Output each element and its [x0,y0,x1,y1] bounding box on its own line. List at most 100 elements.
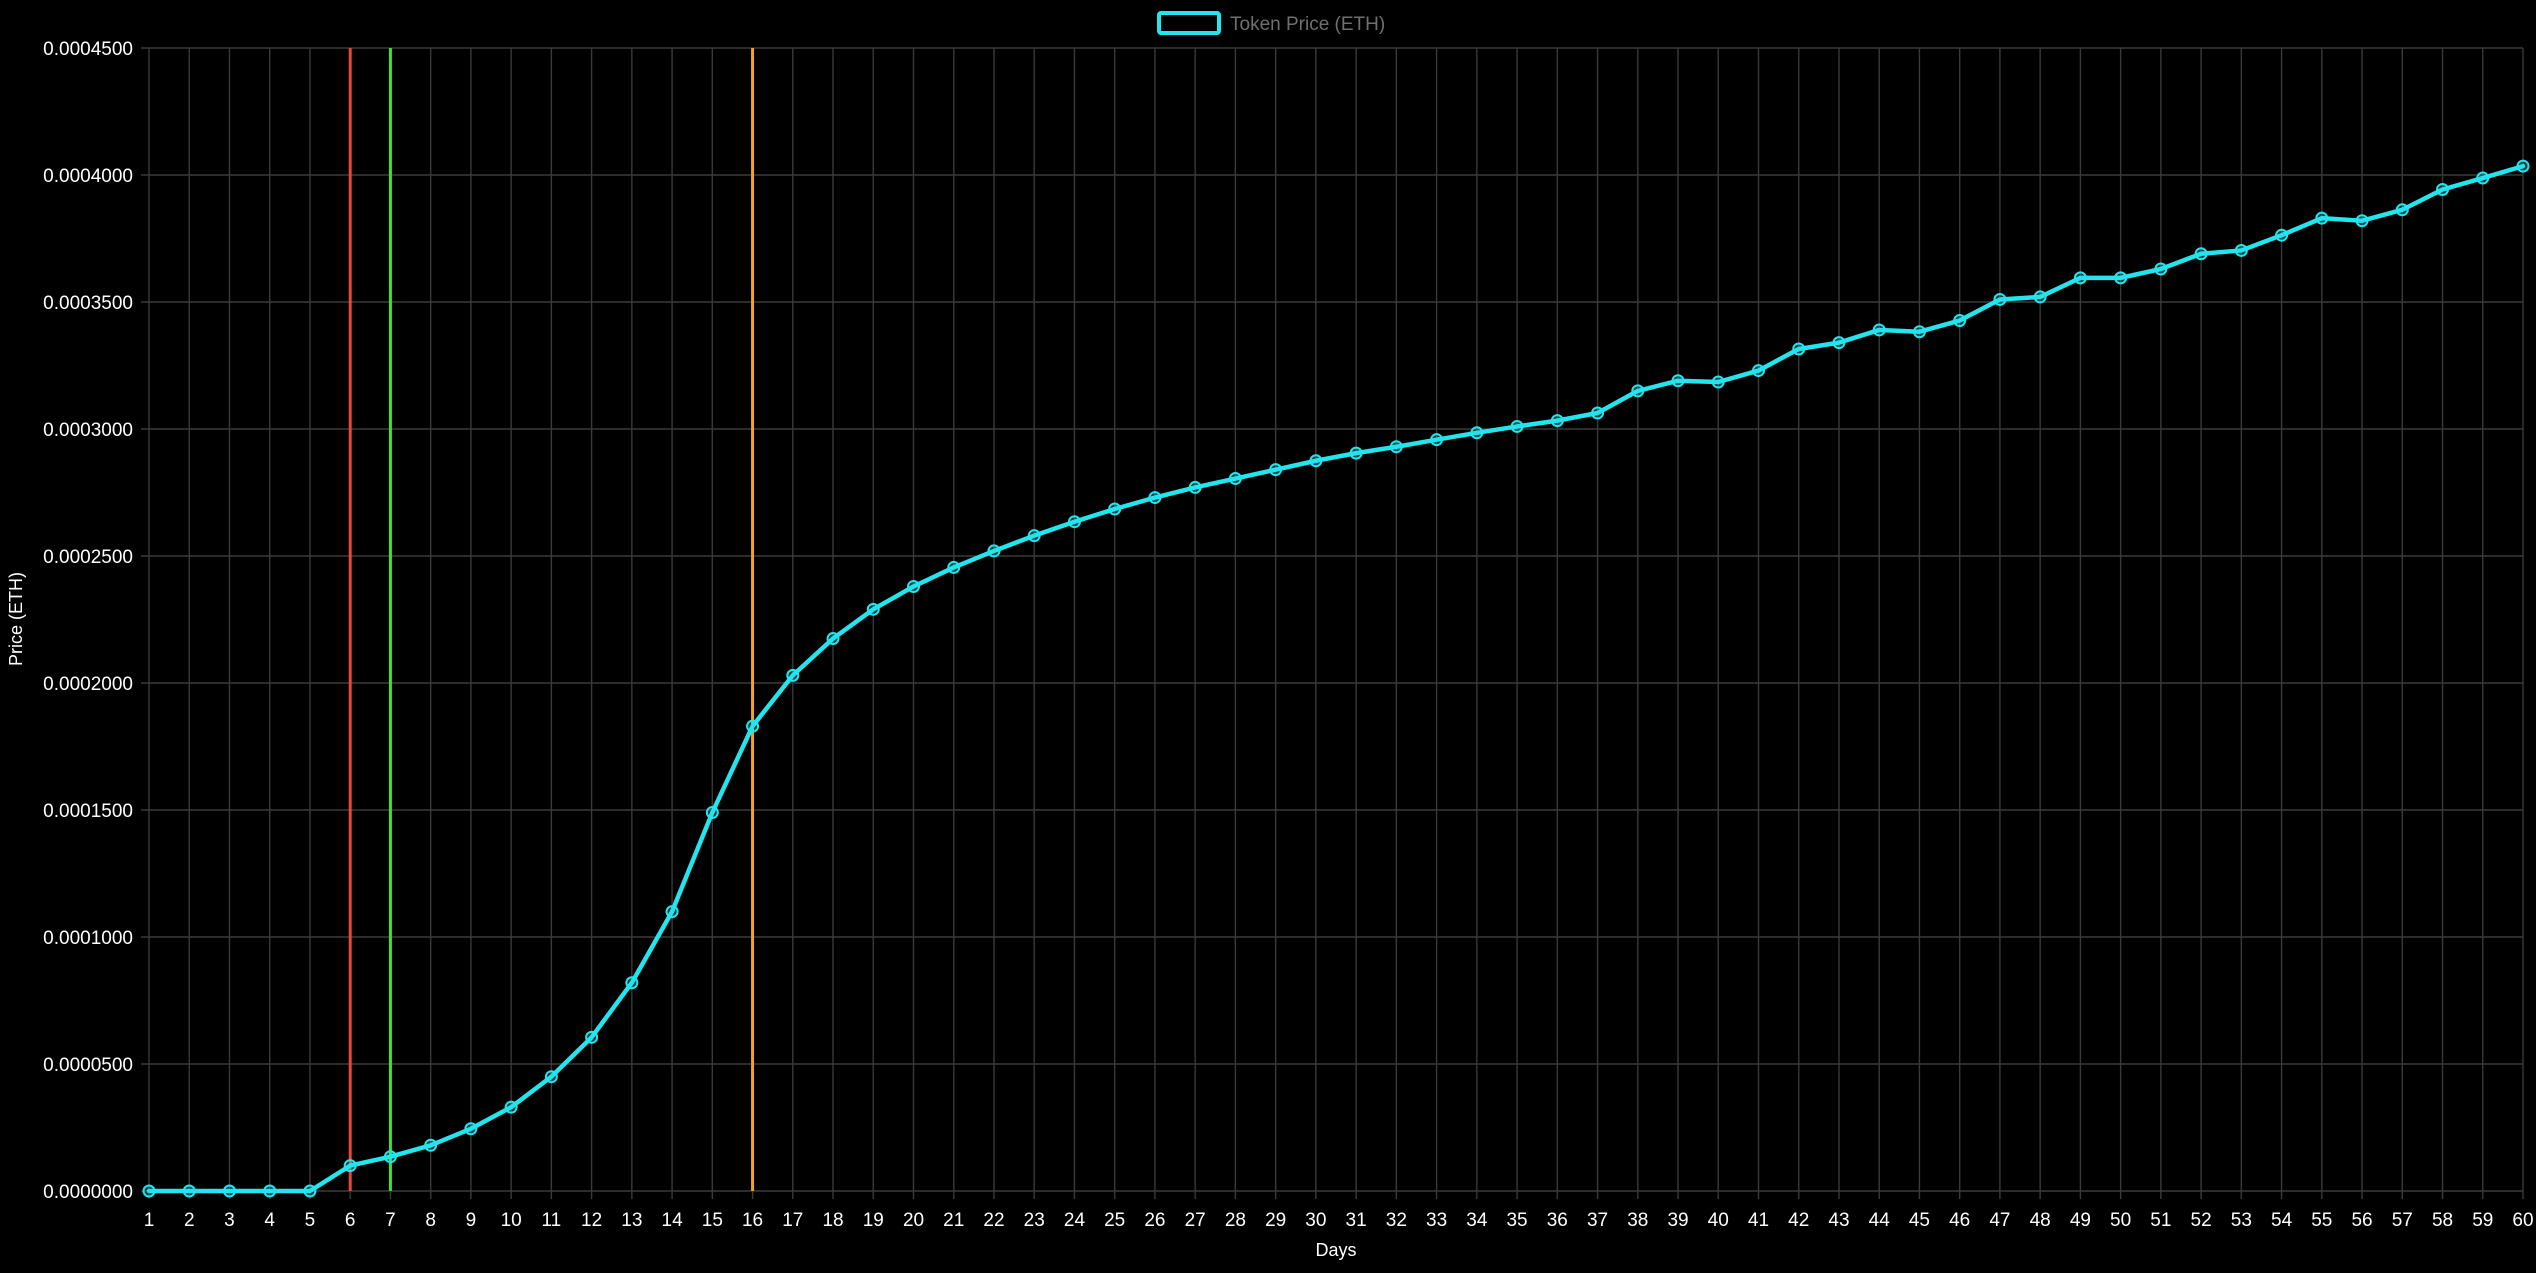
data-point[interactable] [1832,336,1846,350]
data-point[interactable] [987,544,1001,558]
data-point[interactable] [1792,342,1806,356]
x-tick-label: 43 [1828,1210,1849,1231]
data-point[interactable] [625,976,639,990]
x-tick-label: 40 [1708,1210,1729,1231]
y-tick-label: 0.0001500 [43,801,133,822]
x-tick-label: 32 [1386,1210,1407,1231]
x-tick-label: 54 [2271,1210,2293,1231]
tick-label-layer: 0.0000000 0.0000500 0.0001000 0.0001500 0.00… [43,39,2533,1231]
x-tick-label: 38 [1627,1210,1648,1231]
data-point[interactable] [1349,446,1363,460]
data-point[interactable] [705,806,719,820]
data-point[interactable] [2436,182,2450,196]
series-line-token-price [146,163,2526,1194]
data-point[interactable] [303,1184,317,1198]
data-point[interactable] [2395,203,2409,217]
x-tick-label: 31 [1346,1210,1367,1231]
data-point[interactable] [947,560,961,574]
x-tick-label: 9 [466,1210,477,1231]
data-point[interactable] [1027,529,1041,543]
data-point[interactable] [343,1159,357,1173]
data-point[interactable] [2476,171,2490,185]
data-point[interactable] [1067,515,1081,529]
x-tick-label: 34 [1466,1210,1488,1231]
data-point[interactable] [263,1184,277,1198]
data-point[interactable] [1631,384,1645,398]
data-point[interactable] [544,1070,558,1084]
data-point[interactable] [142,1184,156,1198]
x-tick-label: 35 [1506,1210,1527,1231]
legend[interactable]: Token Price (ETH) [1157,11,1385,35]
x-tick-label: 37 [1587,1210,1608,1231]
grid-layer [141,47,2524,1199]
data-point[interactable] [1510,419,1524,433]
data-point[interactable] [2516,159,2530,173]
x-tick-label: 50 [2110,1210,2131,1231]
x-tick-label: 6 [345,1210,356,1231]
x-tick-label: 22 [983,1210,1004,1231]
data-point[interactable] [746,719,760,733]
y-tick-label: 0.0003500 [43,293,133,314]
x-tick-label: 44 [1869,1210,1891,1231]
data-point[interactable] [866,602,880,616]
data-point[interactable] [1108,502,1122,516]
x-tick-label: 3 [224,1210,235,1231]
data-point[interactable] [464,1122,478,1136]
data-point[interactable] [1591,406,1605,420]
data-point[interactable] [2194,247,2208,261]
data-point[interactable] [1228,472,1242,486]
x-tick-label: 26 [1144,1210,1165,1231]
data-point[interactable] [2234,243,2248,257]
data-point[interactable] [1872,323,1886,337]
legend-label-token-price[interactable]: Token Price (ETH) [1230,14,1385,35]
data-point[interactable] [1309,454,1323,468]
x-tick-label: 59 [2472,1210,2493,1231]
x-tick-label: 55 [2311,1210,2332,1231]
data-point[interactable] [1550,414,1564,428]
data-point[interactable] [424,1138,438,1152]
x-tick-label: 7 [385,1210,396,1231]
y-tick-label: 0.0002000 [43,674,133,695]
data-point[interactable] [585,1030,599,1044]
data-point[interactable] [383,1150,397,1164]
series-layer [142,159,2530,1198]
data-point[interactable] [2073,271,2087,285]
data-point[interactable] [1188,480,1202,494]
data-point[interactable] [786,668,800,682]
data-point[interactable] [1671,374,1685,388]
x-tick-label: 28 [1225,1210,1246,1231]
data-point[interactable] [1470,426,1484,440]
data-point[interactable] [1953,314,1967,328]
data-point[interactable] [1148,491,1162,505]
x-tick-label: 57 [2392,1210,2413,1231]
data-point[interactable] [504,1100,518,1114]
x-tick-label: 58 [2432,1210,2453,1231]
data-point[interactable] [907,579,921,593]
data-point[interactable] [2275,228,2289,242]
x-tick-label: 14 [662,1210,684,1231]
data-point[interactable] [2154,262,2168,276]
x-tick-label: 19 [863,1210,884,1231]
data-point[interactable] [182,1184,196,1198]
x-tick-label: 36 [1547,1210,1568,1231]
x-tick-label: 39 [1667,1210,1688,1231]
x-tick-label: 16 [742,1210,763,1231]
data-point[interactable] [1993,292,2007,306]
x-tick-label: 21 [943,1210,964,1231]
data-point[interactable] [1751,364,1765,378]
data-point[interactable] [1389,440,1403,454]
y-tick-label: 0.0003000 [43,420,133,441]
data-point[interactable] [222,1184,236,1198]
data-point[interactable] [1269,463,1283,477]
data-point[interactable] [2114,271,2128,285]
legend-swatch-token-price[interactable] [1157,11,1221,35]
data-point[interactable] [1711,375,1725,389]
data-point[interactable] [826,632,840,646]
data-point[interactable] [1912,325,1926,339]
data-point[interactable] [1430,433,1444,447]
data-point[interactable] [665,905,679,919]
x-tick-label: 49 [2070,1210,2091,1231]
data-point[interactable] [2033,290,2047,304]
data-point[interactable] [2355,214,2369,228]
data-point[interactable] [2315,211,2329,225]
